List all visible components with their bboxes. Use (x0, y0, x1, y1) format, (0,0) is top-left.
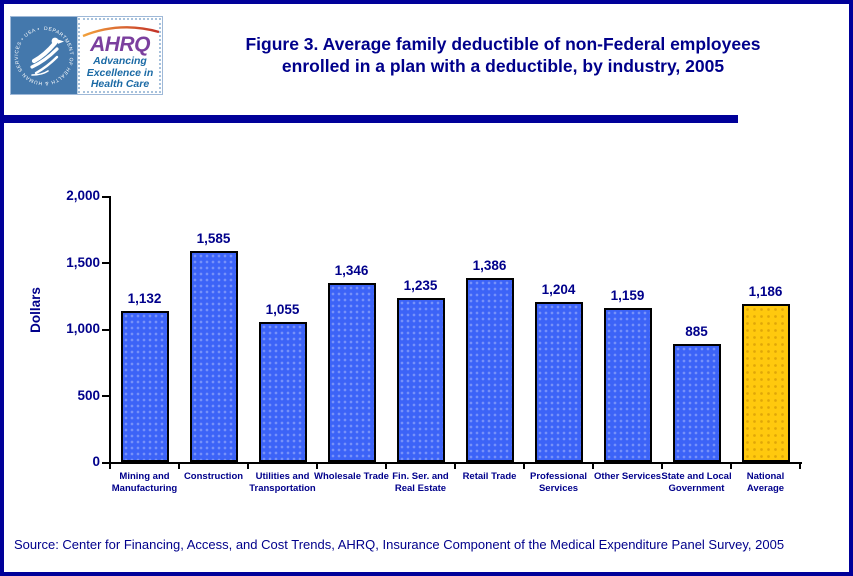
y-tick-mark (102, 461, 109, 464)
bar-value-label: 1,204 (541, 281, 576, 297)
bar (603, 307, 652, 462)
bar (741, 304, 790, 462)
bar-category-label-line: Manufacturing (111, 482, 178, 494)
bar-category-label-line: Utilities and (255, 471, 310, 482)
bar-category-label: Mining and Manufacturing (103, 471, 187, 494)
bar-value-label: 1,132 (127, 291, 162, 307)
bar-category-label-line: Government (668, 482, 725, 494)
ahrq-acronym-text: AHRQ (89, 33, 150, 56)
bar-category-label-line: Average (746, 482, 785, 494)
bar-category-label-line: National (746, 471, 785, 482)
bar-category-label-line: Other Services (593, 471, 662, 482)
y-tick-mark (102, 395, 109, 397)
bar-chart: Dollars 0 500 1,000 1,500 2,000 1,132 Mining a… (4, 4, 849, 572)
bar-category-label-line: State and Local (661, 471, 732, 482)
bar (327, 282, 376, 462)
ahrq-logo: AHRQ Advancing Excellence in Health Care (77, 17, 162, 94)
x-tick-mark (454, 464, 456, 469)
y-tick-label: 500 (77, 387, 100, 403)
y-tick-label: 0 (92, 454, 100, 469)
y-tick-label: 1,500 (66, 254, 100, 270)
agency-logo: DEPARTMENT OF HEALTH & HUMAN SERVICES • … (10, 16, 163, 95)
y-tick-mark (102, 262, 109, 264)
bar-category-label: Other Services (586, 471, 670, 483)
bar-value-label: 1,186 (748, 284, 783, 300)
bar (120, 311, 169, 462)
y-tick-label: 1,000 (66, 321, 100, 336)
hhs-eagle-icon (30, 40, 59, 76)
bar-category-label-line: Fin. Ser. and (392, 471, 449, 482)
bar (465, 277, 514, 462)
bar (534, 301, 583, 462)
bar-value-label: 1,159 (610, 287, 645, 303)
hhs-eagle-beak (58, 39, 64, 44)
bar-category-label-line: Transportation (249, 482, 316, 494)
bar-category-label-line: Wholesale Trade (314, 471, 389, 482)
bar-category-label: Utilities and Transportation (241, 471, 325, 494)
y-tick-label: 2,000 (66, 188, 100, 203)
bar (672, 344, 721, 462)
bar-category-label-line: Services (538, 482, 579, 494)
x-tick-mark (109, 464, 111, 469)
figure-title-line-2: enrolled in a plan with a deductible, by… (281, 56, 725, 76)
ahrq-tagline-line3: Health Care (90, 78, 150, 90)
bar-value-label: 885 (685, 324, 708, 340)
bar (396, 297, 445, 462)
x-tick-mark (799, 464, 801, 469)
source-note: Source: Center for Financing, Access, an… (14, 537, 785, 552)
x-tick-mark (247, 464, 249, 469)
bar-category-label-line: Retail Trade (462, 471, 517, 482)
figure-title: Figure 3. Average family deductible of n… (172, 33, 834, 77)
header-divider (4, 115, 738, 123)
bar-category-label-line: Real Estate (394, 482, 447, 494)
x-tick-mark (592, 464, 594, 469)
bar-category-label: Wholesale Trade (310, 471, 394, 483)
bar-value-label: 1,346 (334, 262, 369, 278)
y-axis-title: Dollars (28, 287, 43, 333)
bar-value-label: 1,055 (265, 301, 300, 317)
bar-category-label-line: Professional (529, 471, 588, 482)
hhs-eagle-head (51, 37, 59, 45)
bar-category-label-line: Construction (183, 471, 244, 482)
x-tick-mark (730, 464, 732, 469)
hhs-seal-icon: DEPARTMENT OF HEALTH & HUMAN SERVICES • … (14, 26, 74, 86)
bar (258, 321, 307, 462)
bar (189, 251, 238, 462)
bar-category-label: Retail Trade (448, 471, 532, 483)
y-tick-mark (102, 328, 109, 331)
ahrq-arc-icon (82, 26, 159, 38)
y-axis-line (109, 196, 111, 464)
x-tick-mark (661, 464, 663, 469)
bar-category-label: State and Local Government (655, 471, 739, 494)
x-tick-mark (178, 464, 180, 469)
bar-value-label: 1,235 (403, 277, 438, 293)
bar-category-label: National Average (724, 471, 808, 494)
x-tick-mark (316, 464, 318, 469)
bar-category-label: Construction (172, 471, 256, 483)
ahrq-wordmark: AHRQ (82, 26, 159, 56)
figure-title-line-1: Figure 3. Average family deductible of n… (245, 34, 761, 54)
x-axis-line (109, 462, 802, 464)
bar-category-label: Professional Services (517, 471, 601, 494)
y-tick-mark (102, 195, 109, 198)
x-tick-mark (523, 464, 525, 469)
bar-value-label: 1,585 (196, 231, 231, 247)
hhs-logo: DEPARTMENT OF HEALTH & HUMAN SERVICES • … (11, 17, 77, 94)
ahrq-tagline-line2: Excellence in (86, 66, 154, 79)
bar-value-label: 1,386 (472, 257, 507, 273)
bar-category-label: Fin. Ser. and Real Estate (379, 471, 463, 494)
bar-category-label-line: Mining and (119, 471, 170, 482)
ahrq-tagline-line1: Advancing (93, 55, 147, 67)
x-tick-mark (385, 464, 387, 469)
